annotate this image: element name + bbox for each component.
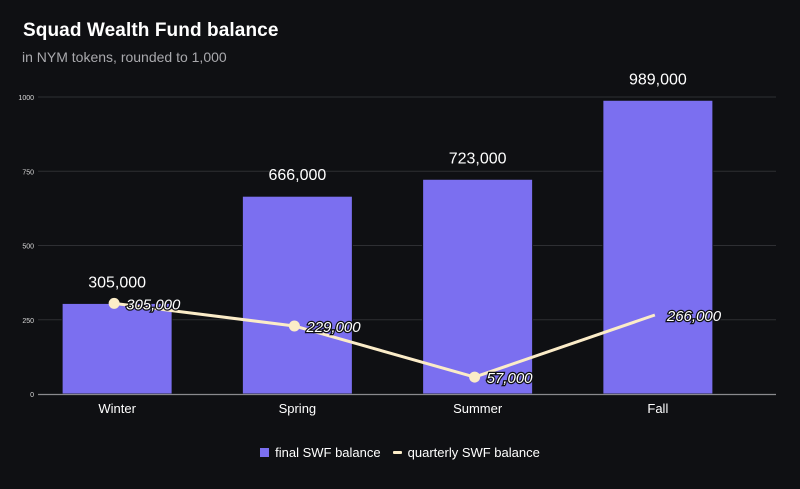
chart-title: Squad Wealth Fund balance xyxy=(23,20,279,41)
line-path xyxy=(113,301,656,379)
y-tick-label: 1000 xyxy=(18,95,34,102)
bar-fall xyxy=(602,99,714,395)
bar-data-label: 989,000 xyxy=(629,71,687,88)
legend-item-line[interactable]: quarterly SWF balance xyxy=(392,445,540,460)
legend-line-swatch-icon xyxy=(392,451,402,454)
legend-bar-swatch-icon xyxy=(260,448,270,457)
bar-summer xyxy=(422,178,534,395)
bar-series xyxy=(61,99,714,395)
legend-label: quarterly SWF balance xyxy=(407,445,540,460)
legend-item-bar[interactable]: final SWF balance xyxy=(260,445,381,460)
x-tick-label: Fall xyxy=(647,401,668,416)
legend: final SWF balance quarterly SWF balance xyxy=(0,445,800,460)
line-data-labels: 305,000 229,000 57,000 266,000 xyxy=(125,295,723,388)
x-axis-ticks: Winter Spring Summer Fall xyxy=(98,401,668,416)
line-point-marker xyxy=(469,371,481,383)
y-tick-label: 0 xyxy=(30,392,34,399)
line-data-label: 266,000 xyxy=(666,308,722,325)
bar-data-labels: 305,000 666,000 723,000 989,000 xyxy=(88,71,687,291)
bar-data-label: 723,000 xyxy=(449,150,507,167)
line-point-marker xyxy=(108,297,120,309)
bar-data-label: 666,000 xyxy=(268,167,326,184)
line-point-marker xyxy=(288,320,300,332)
bar-data-label: 305,000 xyxy=(88,274,146,291)
line-data-label: 229,000 xyxy=(305,319,361,336)
line-data-label: 57,000 xyxy=(487,370,534,387)
x-tick-label: Spring xyxy=(279,401,317,416)
bar-winter xyxy=(61,302,173,395)
x-tick-label: Summer xyxy=(453,401,503,416)
y-tick-label: 750 xyxy=(22,169,34,176)
line-data-label: 305,000 xyxy=(126,296,181,313)
y-axis-ticks: 0 250 500 750 1000 xyxy=(18,95,34,399)
chart-subtitle: in NYM tokens, rounded to 1,000 xyxy=(22,49,227,65)
x-tick-label: Winter xyxy=(98,401,136,416)
bar-spring xyxy=(241,195,353,395)
line-series xyxy=(108,297,656,383)
y-tick-label: 250 xyxy=(22,318,34,325)
y-tick-label: 500 xyxy=(22,244,34,251)
legend-label: final SWF balance xyxy=(275,445,381,460)
